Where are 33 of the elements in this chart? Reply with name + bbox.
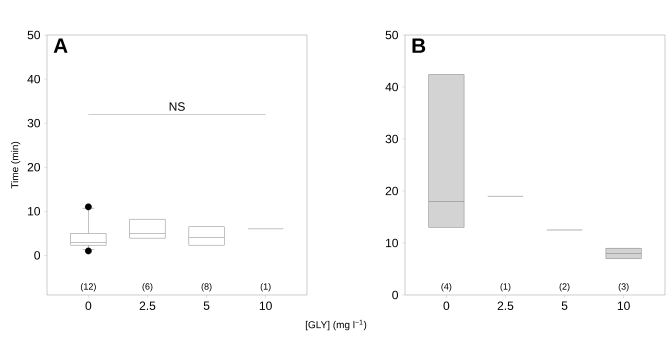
y-tick-label: 0 xyxy=(392,290,398,300)
y-axis-title: Time (min) xyxy=(10,142,20,188)
x-tick-label: 0 xyxy=(443,302,450,310)
y-tick-label: 40 xyxy=(27,74,40,84)
x-axis-title: [GLY] (mg l$^{−1}$) xyxy=(306,320,366,330)
annotation: (6) xyxy=(142,283,152,292)
y-tick-label: 10 xyxy=(28,207,40,216)
x-tick-label: 5 xyxy=(562,302,568,310)
x-tick-label: 10 xyxy=(618,302,630,310)
y-tick-label: 30 xyxy=(386,134,398,144)
annotation: (12) xyxy=(80,283,96,292)
x-tick-label: 5 xyxy=(204,302,210,310)
y-tick-label: 20 xyxy=(386,186,398,196)
chart-title: A xyxy=(54,38,68,53)
annotation: (8) xyxy=(202,283,212,292)
x-tick-label: 0 xyxy=(86,302,92,310)
annotation: (3) xyxy=(618,283,629,292)
y-tick-label: 0 xyxy=(34,251,40,260)
x-tick-label: 10 xyxy=(260,302,272,310)
y-tick-label: 10 xyxy=(386,238,398,248)
annotation: (4) xyxy=(441,283,452,292)
annotation: (2) xyxy=(560,283,570,292)
y-tick-label: 50 xyxy=(28,30,40,40)
y-tick-label: 30 xyxy=(28,118,40,128)
chart-title: B xyxy=(412,38,426,53)
y-tick-label: 40 xyxy=(385,82,398,92)
y-tick-label: 20 xyxy=(28,162,40,172)
x-tick-label: 2.5 xyxy=(140,302,156,310)
annotation: (1) xyxy=(260,283,271,292)
annotation: (1) xyxy=(500,283,510,292)
ref-line-label: NS xyxy=(170,102,185,111)
x-tick-label: 2.5 xyxy=(498,302,514,310)
y-tick-label: 50 xyxy=(386,30,398,40)
